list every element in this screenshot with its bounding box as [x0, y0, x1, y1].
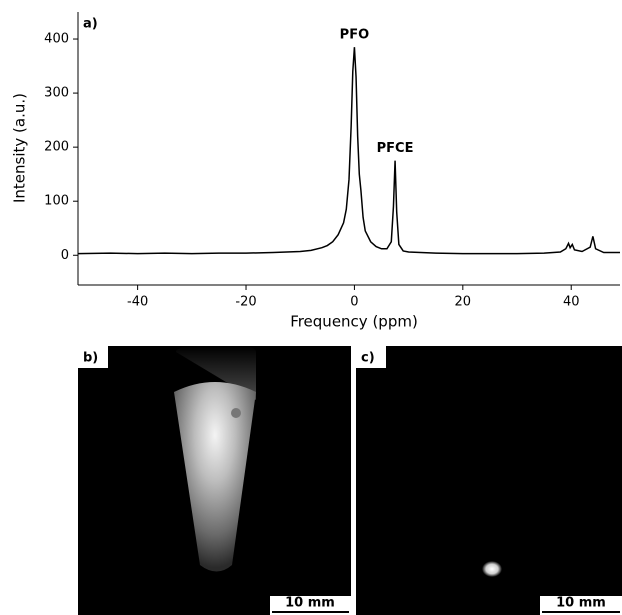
image-region: [231, 408, 241, 418]
x-axis-label: Frequency (ppm): [290, 313, 418, 331]
peak-label: PFO: [340, 28, 369, 43]
y-tick-label: 100: [44, 194, 69, 209]
x-tick-label: -20: [235, 295, 256, 310]
y-tick-label: 400: [44, 32, 69, 47]
image-panel-c: c) 10 mm: [356, 346, 622, 615]
y-axis-label: Intensity (a.u.): [11, 93, 29, 203]
x-tick-label: 0: [350, 295, 358, 310]
scale-bar-box: [270, 596, 351, 615]
image-region: [174, 382, 256, 572]
y-tick-label: 0: [61, 248, 69, 263]
image-region: [482, 561, 502, 577]
panel-label-box: [356, 346, 386, 368]
x-tick-label: 20: [455, 295, 472, 310]
x-tick-label: 40: [563, 295, 580, 310]
image-panel-b: b) 10 mm: [78, 346, 351, 615]
panel-label-box: [78, 346, 108, 368]
panel-label: a): [83, 17, 98, 32]
scale-bar-label: 10 mm: [285, 596, 335, 611]
y-tick-label: 200: [44, 140, 69, 155]
x-tick-label: -40: [127, 295, 148, 310]
peak-label: PFCE: [377, 141, 414, 156]
panel-label: b): [83, 351, 98, 366]
spectrum-line: [77, 47, 620, 255]
panel-label: c): [361, 351, 375, 366]
y-tick-label: 300: [44, 86, 69, 101]
scale-bar-box: [540, 596, 622, 615]
panel-label-box: [80, 14, 102, 32]
scale-bar-label: 10 mm: [556, 596, 606, 611]
